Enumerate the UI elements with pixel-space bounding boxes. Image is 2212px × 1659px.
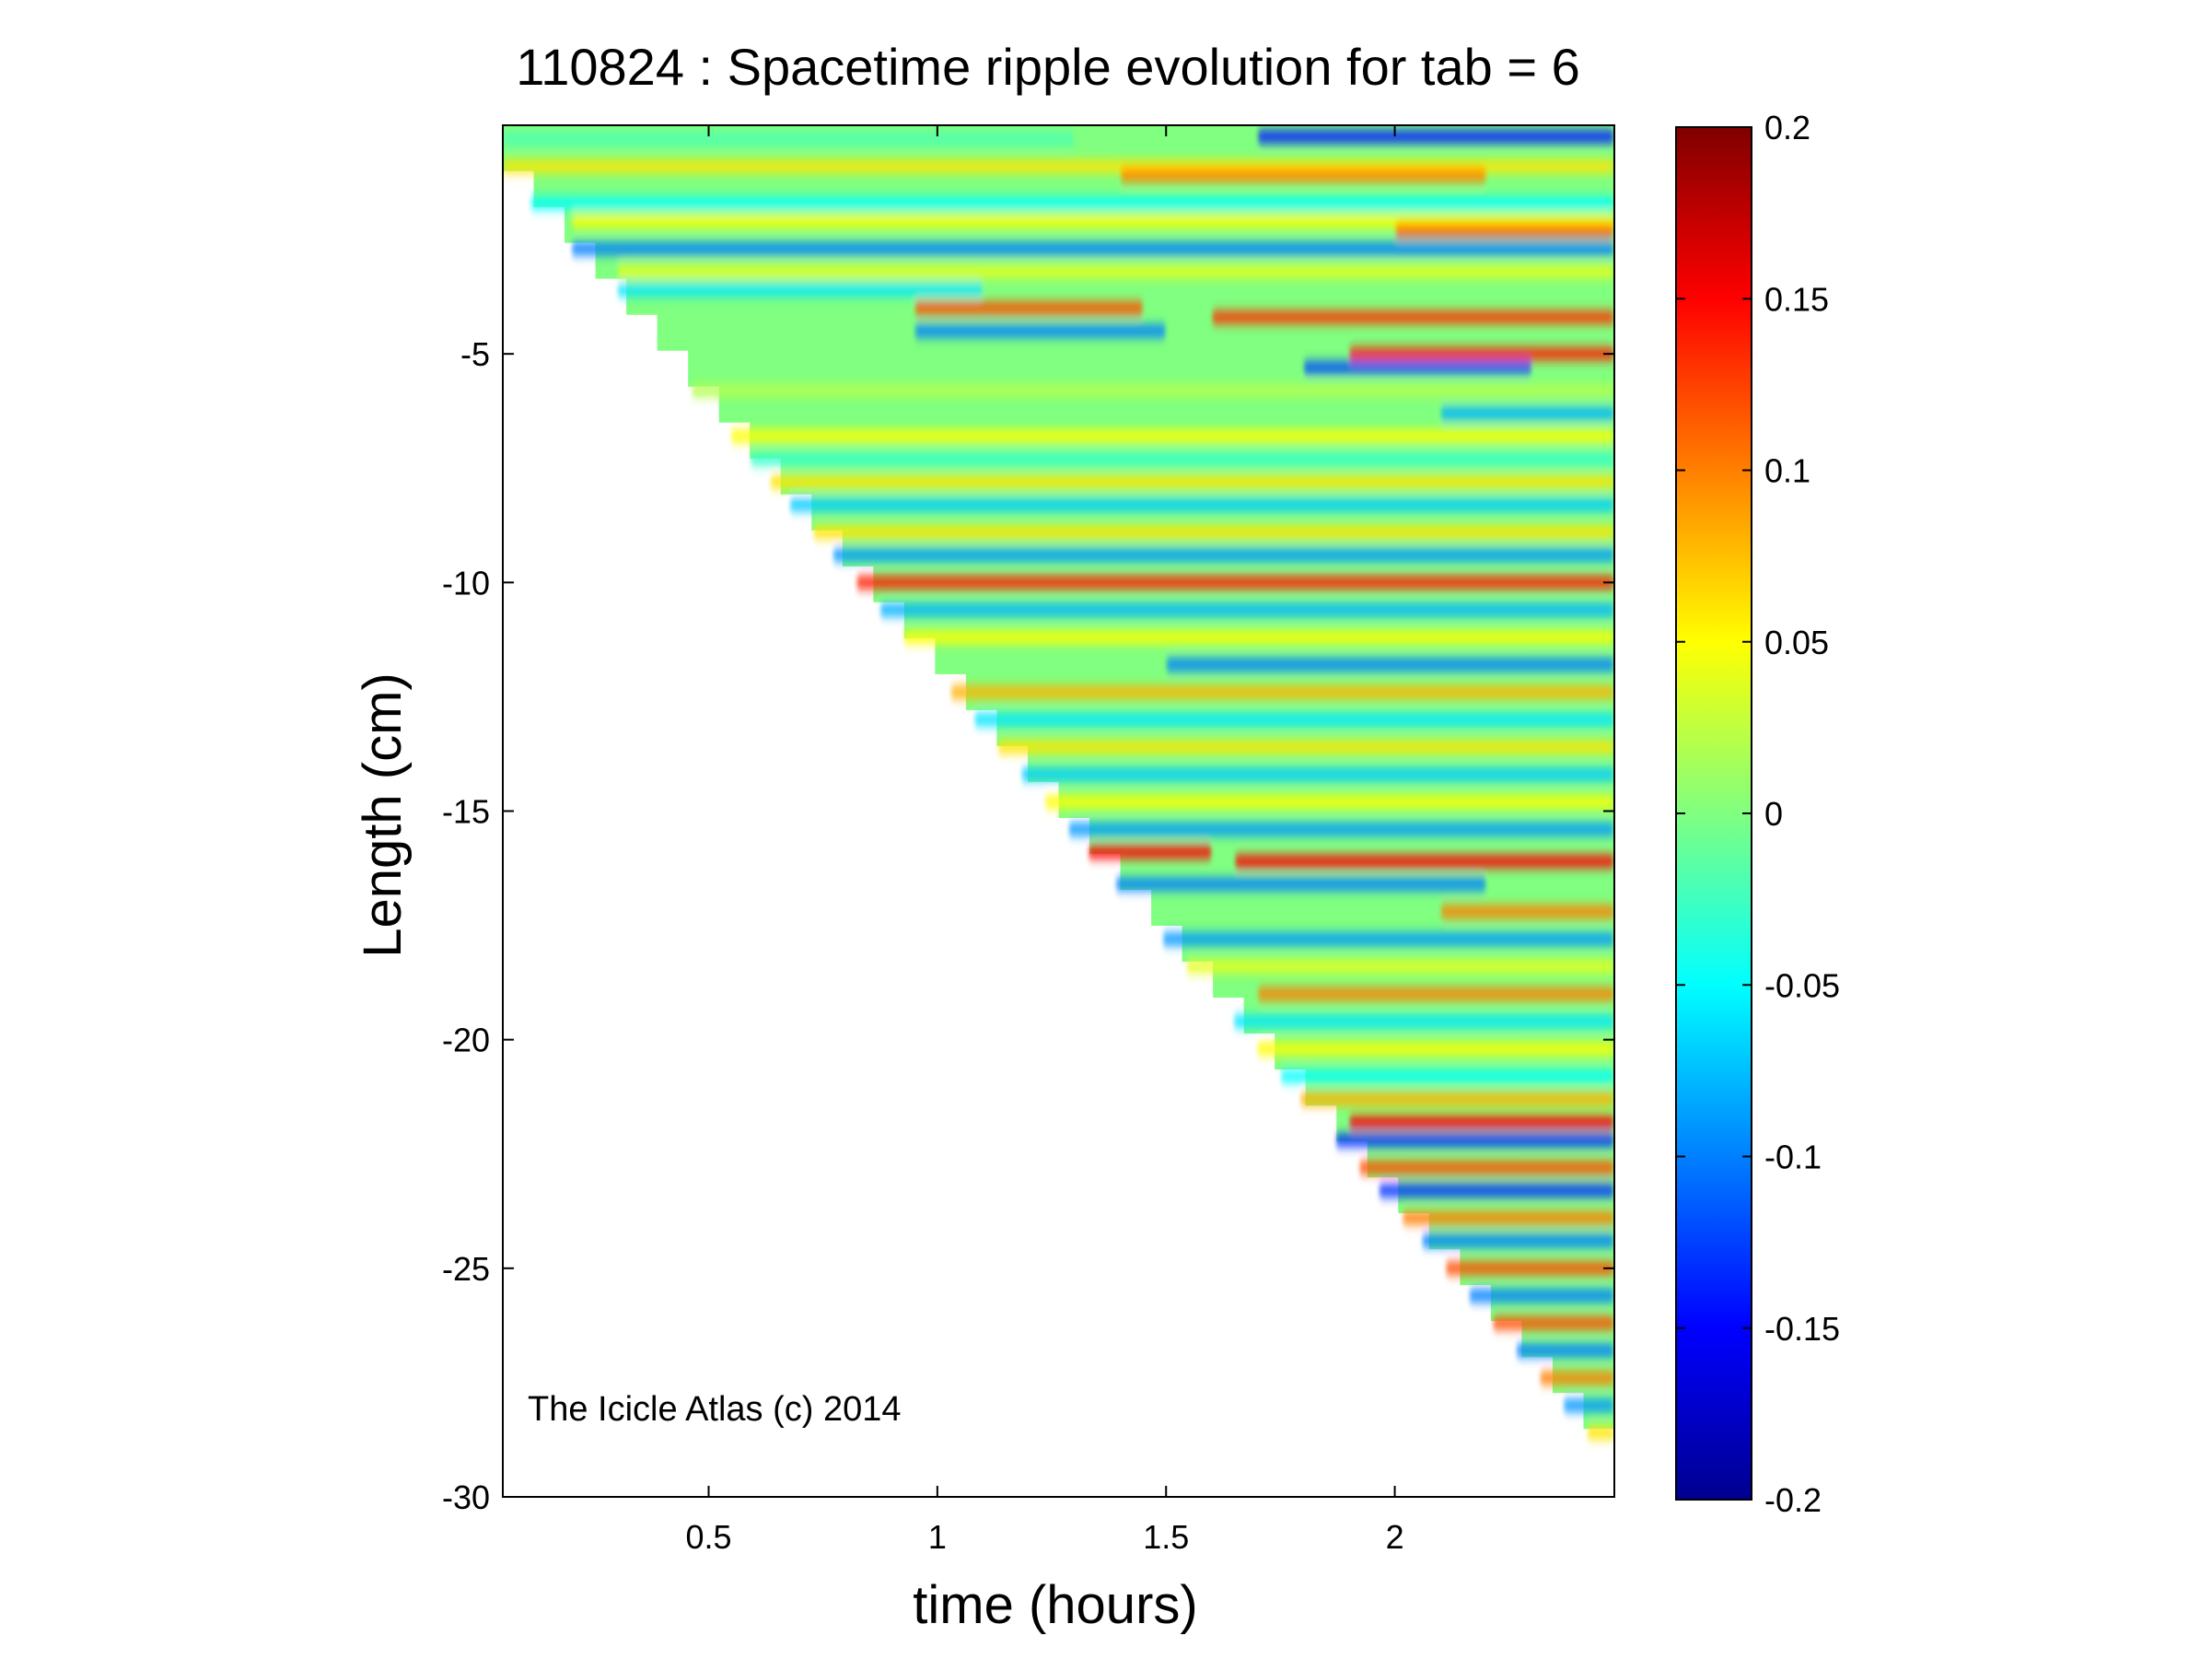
heatmap-band — [750, 452, 1614, 465]
heatmap-band — [1469, 1290, 1614, 1303]
heatmap-band — [1445, 1262, 1614, 1275]
heatmap-band — [730, 430, 1614, 443]
heatmap-band — [1348, 1116, 1614, 1128]
y-tick-label: -15 — [442, 793, 490, 831]
heatmap-band — [571, 242, 1614, 255]
heatmap-band — [832, 549, 1614, 562]
heatmap-band — [530, 196, 1614, 209]
colorbar-tick-label: -0.05 — [1764, 966, 1840, 1004]
colorbar-tick-label: -0.2 — [1764, 1481, 1822, 1519]
heatmap-band — [1335, 1134, 1614, 1147]
heatmap-band — [1088, 846, 1212, 859]
heatmap-band — [1516, 1344, 1614, 1357]
heatmap-band — [1563, 1399, 1614, 1412]
colorbar-ticks: 0.2 0.15 0.1 0.05 0 -0.05 -0.1 -0.15 -0.2 — [1676, 109, 1840, 1519]
colorbar-tick-label: 0.15 — [1764, 280, 1829, 318]
heatmap-band — [789, 498, 1614, 511]
heatmap-band — [1299, 1092, 1614, 1105]
y-tick-label: -5 — [460, 335, 490, 373]
heatmap-band — [1402, 1211, 1614, 1224]
y-tick-label: -10 — [442, 564, 490, 602]
heatmap-band — [1166, 659, 1614, 672]
heatmap-band — [617, 265, 1614, 278]
chart-title: 110824 : Spacetime ripple evolution for … — [516, 38, 1580, 96]
y-tick-label: -25 — [442, 1250, 490, 1288]
heatmap-band — [571, 215, 1614, 228]
heatmap-band — [1233, 1015, 1614, 1028]
colorbar-tick-label: 0.05 — [1764, 624, 1829, 661]
heatmap-band — [691, 384, 1614, 397]
heatmap-band — [1379, 1184, 1614, 1197]
heatmap-band — [1115, 878, 1486, 891]
heatmap-band — [1348, 347, 1614, 360]
heatmap-band — [914, 324, 1167, 337]
heatmap-band — [1440, 407, 1614, 420]
heatmap-band — [1303, 361, 1532, 374]
heatmap-band — [617, 284, 984, 297]
heatmap-band — [503, 133, 1075, 146]
x-tick-label: 0.5 — [685, 1518, 731, 1556]
heatmap-band — [879, 603, 1614, 616]
heatmap-band — [903, 631, 1614, 644]
x-tick-label: 1 — [928, 1518, 947, 1556]
heatmap-band — [950, 685, 1614, 698]
heatmap-band — [1257, 130, 1614, 143]
colorbar: 0.2 0.15 0.1 0.05 0 -0.05 -0.1 -0.15 -0.2 — [1675, 109, 1840, 1519]
heatmap-band — [1234, 855, 1614, 868]
heatmap-band — [812, 526, 1614, 539]
heatmap-band — [1539, 1372, 1614, 1384]
heatmap-band — [1068, 823, 1614, 835]
heatmap-band — [1280, 1069, 1614, 1082]
colorbar-tick-label: 0.2 — [1764, 109, 1810, 146]
colorbar-tick-label: 0 — [1764, 795, 1783, 833]
heatmap-band — [973, 713, 1614, 726]
y-tick-label: -20 — [442, 1022, 490, 1059]
colorbar-tick-label: -0.1 — [1764, 1139, 1822, 1176]
colorbar-tick-label: -0.15 — [1764, 1310, 1840, 1348]
heatmap-band — [1020, 768, 1614, 781]
y-axis-ticks: -5 -10 -15 -20 -25 -30 — [442, 335, 1614, 1516]
x-tick-label: 2 — [1386, 1518, 1404, 1556]
heatmap-band — [1587, 1427, 1614, 1440]
heatmap-band — [503, 160, 1614, 173]
heatmap-band — [1394, 224, 1614, 237]
colorbar-tick-label: 0.1 — [1764, 452, 1810, 490]
x-axis-label: time (hours) — [913, 1575, 1197, 1635]
heatmap-band — [1422, 1234, 1614, 1247]
heatmap-field — [503, 125, 1614, 1466]
x-axis-ticks: 0.5 1 1.5 2 — [685, 125, 1404, 1556]
heatmap-band — [770, 475, 1614, 488]
heatmap-band — [1211, 310, 1614, 323]
heatmap-band — [1044, 796, 1614, 809]
heatmap-band — [1256, 1043, 1614, 1056]
heatmap-band — [997, 741, 1614, 754]
y-axis-label: Length (cm) — [353, 672, 413, 957]
plot-area: 0.5 1 1.5 2 -5 -10 -15 -20 -25 -30 — [442, 124, 1615, 1556]
heatmap-band — [1257, 987, 1614, 1000]
y-tick-label: -30 — [442, 1478, 490, 1516]
heatmap-band — [1162, 932, 1614, 945]
heatmap-band — [1120, 169, 1486, 182]
heatmap-bands — [503, 130, 1614, 1440]
heatmap-band — [1186, 960, 1614, 973]
heatmap-band — [914, 302, 1144, 315]
heatmap-band — [1492, 1316, 1614, 1329]
x-tick-label: 1.5 — [1143, 1518, 1189, 1556]
colorbar-scale — [1676, 127, 1752, 1500]
copyright-annotation: The Icicle Atlas (c) 2014 — [528, 1390, 902, 1429]
heatmap-band — [856, 576, 1614, 589]
heatmap-band — [1358, 1162, 1614, 1174]
heatmap-band — [1440, 905, 1614, 918]
